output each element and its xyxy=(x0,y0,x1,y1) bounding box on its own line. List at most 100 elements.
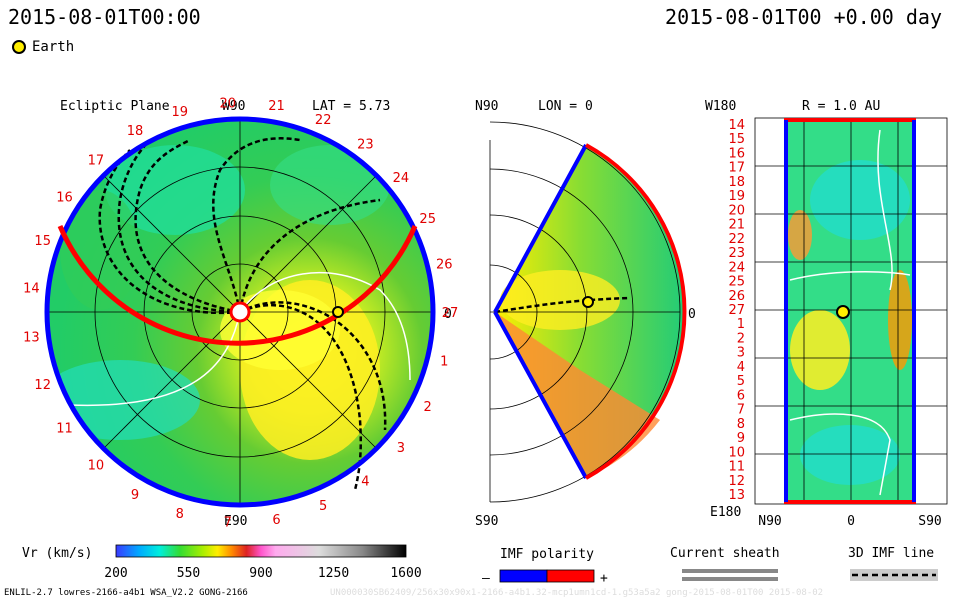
carrington-tick-label: 11 xyxy=(56,421,73,436)
imf-negative-swatch xyxy=(499,569,548,583)
carrington-tick-label: 3 xyxy=(397,441,405,456)
carrington-tick-label: 12 xyxy=(34,378,51,393)
sphere-bottom-label: E180 xyxy=(710,505,741,520)
carrington-tick-label: 14 xyxy=(23,282,40,297)
imf-minus-label: – xyxy=(482,571,490,586)
carrington-tick-label: 17 xyxy=(88,153,105,168)
carrington-tick-label: 9 xyxy=(131,488,139,503)
colorbar-ticks: 200 550 900 1250 1600 xyxy=(104,566,421,581)
legends: IMF polarity – + Current sheath 3D IMF l… xyxy=(482,546,938,586)
carrington-tick-label: 7 xyxy=(224,516,232,531)
meridional-top-label: N90 xyxy=(475,99,498,114)
sphere-y-tick-label: 7 xyxy=(737,403,745,418)
run-id-watermark: UN000030SB62409/256x30x90x1-2166-a4b1.32… xyxy=(330,588,823,598)
imf-line-title: 3D IMF line xyxy=(848,546,934,561)
sphere-y-tick-label: 15 xyxy=(728,132,745,147)
earth-marker-icon xyxy=(12,40,26,54)
colorbar-tick-label: 900 xyxy=(249,566,272,581)
ecliptic-right-label: 0 xyxy=(444,307,452,322)
sphere-y-tick-label: 9 xyxy=(737,431,745,446)
carrington-tick-label: 20 xyxy=(220,96,237,111)
carrington-tick-label: 2 xyxy=(424,400,432,415)
colorbar-tick-label: 1250 xyxy=(318,566,349,581)
meridional-grid xyxy=(489,121,681,503)
imf-positive-swatch xyxy=(546,569,595,583)
meridional-lon-label: LON = 0 xyxy=(538,99,593,114)
carrington-tick-label: 27 xyxy=(442,306,459,321)
carrington-tick-label: 15 xyxy=(34,234,51,249)
earth-legend-label: Earth xyxy=(32,39,75,55)
sphere-y-tick-label: 8 xyxy=(737,417,745,432)
carrington-tick-label: 6 xyxy=(272,513,280,528)
carrington-tick-label: 4 xyxy=(361,474,369,489)
sphere-y-tick-label: 19 xyxy=(728,189,745,204)
time-right-label: 2015-08-01T00 +0.00 day xyxy=(665,5,942,29)
sphere-y-tick-label: 18 xyxy=(728,175,745,190)
sphere-y-labels: 1415161718192021222324252627123456789101… xyxy=(728,118,745,503)
earth-legend: Earth xyxy=(12,39,74,55)
sphere-y-tick-label: 20 xyxy=(728,203,745,218)
imf-polarity-title: IMF polarity xyxy=(500,547,594,562)
sphere-x-tick-label: 0 xyxy=(847,514,855,529)
sphere-y-tick-label: 12 xyxy=(728,474,745,489)
current-sheet-lines xyxy=(69,272,411,407)
sphere-r-label: R = 1.0 AU xyxy=(802,99,880,114)
colorbar-tick-label: 1600 xyxy=(390,566,421,581)
carrington-tick-label: 19 xyxy=(172,105,189,120)
sphere-top-label: W180 xyxy=(705,99,736,114)
sun-marker-icon xyxy=(229,301,251,323)
sphere-x-labels: N90 0 S90 xyxy=(758,514,941,529)
carrington-tick-label: 16 xyxy=(56,191,73,206)
earth-marker-icon xyxy=(332,306,344,318)
time-left-label: 2015-08-01T00:00 xyxy=(8,5,201,29)
sphere-y-tick-label: 6 xyxy=(737,388,745,403)
carrington-tick-label: 26 xyxy=(436,258,453,273)
carrington-tick-label: 10 xyxy=(88,459,105,474)
carrington-tick-label: 13 xyxy=(23,330,40,345)
sphere-y-tick-label: 14 xyxy=(728,118,745,133)
meridional-panel: N90 LON = 0 S90 0 xyxy=(475,99,696,529)
sphere-y-tick-label: 27 xyxy=(728,303,745,318)
ecliptic-boundary xyxy=(44,116,436,508)
current-sheath-swatch xyxy=(682,569,778,573)
sphere-y-tick-label: 13 xyxy=(728,488,745,503)
ecliptic-boundary-red xyxy=(57,225,418,346)
sphere-x-tick-label: N90 xyxy=(758,514,781,529)
sphere-y-tick-label: 16 xyxy=(728,147,745,162)
carrington-tick-label: 8 xyxy=(176,507,184,522)
meridional-right-label: 0 xyxy=(688,307,696,322)
carrington-tick-label: 1 xyxy=(440,354,448,369)
colorbar-tick-label: 550 xyxy=(177,566,200,581)
ecliptic-lat-label: LAT = 5.73 xyxy=(312,99,390,114)
carrington-tick-label: 22 xyxy=(315,113,332,128)
sphere-panel: W180 R = 1.0 AU E180 N90 0 S90 14151617181… xyxy=(705,99,948,529)
sphere-x-tick-label: S90 xyxy=(918,514,941,529)
model-info: ENLIL-2.7 lowres-2166-a4b1 WSA_V2.2 GONG… xyxy=(4,588,248,598)
sphere-y-tick-label: 10 xyxy=(728,445,745,460)
ecliptic-bottom-label: E90 xyxy=(224,514,247,529)
sphere-y-tick-label: 21 xyxy=(728,218,745,233)
carrington-tick-label: 24 xyxy=(393,171,410,186)
ecliptic-title: Ecliptic Plane xyxy=(60,99,170,114)
carrington-tick-label: 5 xyxy=(319,499,327,514)
earth-marker-icon xyxy=(582,296,594,308)
colorbar-tick-label: 200 xyxy=(104,566,127,581)
sphere-y-tick-label: 24 xyxy=(728,260,745,275)
sphere-y-tick-label: 3 xyxy=(737,346,745,361)
current-sheath-title: Current sheath xyxy=(670,546,780,561)
sphere-y-tick-label: 11 xyxy=(728,460,745,475)
colorbar-gradient xyxy=(115,544,407,558)
colorbar: Vr (km/s) 200 550 900 1250 1600 xyxy=(22,544,422,581)
sphere-y-tick-label: 17 xyxy=(728,161,745,176)
earth-marker-icon xyxy=(836,305,850,319)
sphere-y-tick-label: 25 xyxy=(728,275,745,290)
sphere-y-tick-label: 2 xyxy=(737,332,745,347)
sphere-y-tick-label: 23 xyxy=(728,246,745,261)
imf-plus-label: + xyxy=(600,571,608,586)
sphere-y-tick-label: 26 xyxy=(728,289,745,304)
carrington-tick-label: 25 xyxy=(419,212,436,227)
meridional-bottom-label: S90 xyxy=(475,514,498,529)
sphere-y-tick-label: 22 xyxy=(728,232,745,247)
